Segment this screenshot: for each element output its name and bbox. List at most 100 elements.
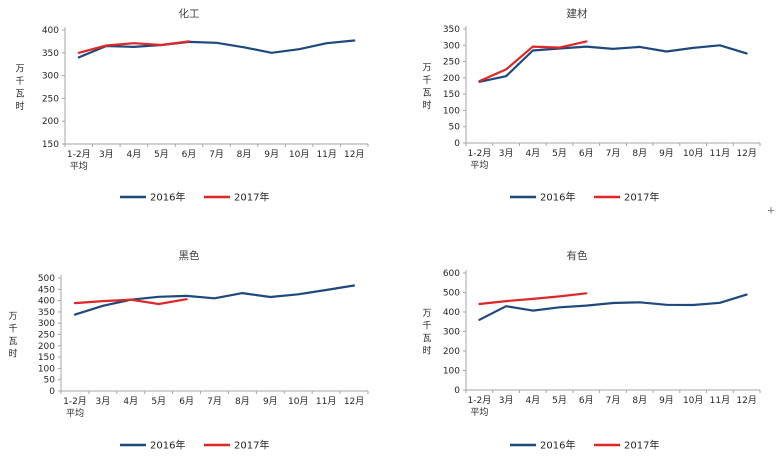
chart-title: 化工 [179,7,200,20]
x-tick-label: 11月 [316,396,336,407]
y-tick-label: 300 [38,319,55,329]
y-tick-label: 200 [38,342,55,352]
y-tick-label: 100 [38,364,55,374]
y-tick-label: 0 [454,139,460,149]
x-tick-label: 3月 [95,396,110,407]
chart-building-materials[interactable]: 建材 350 300 250 200 150 100 50 0 1-2月 平均 3月 4月 5月 6月 7月 8… [390,0,777,215]
x-tick-label: 5月 [154,149,169,160]
y-axis-title: 瓦 [422,333,431,344]
series-line-2017 [73,298,188,306]
y-tick-label: 200 [443,347,460,357]
legend-label: 2017年 [234,191,269,204]
y-tick-label: 100 [443,367,460,377]
x-tick-label: 3月 [499,148,514,159]
y-tick-label: 500 [38,274,55,284]
y-axis-title: 万 [422,63,431,73]
y-axis-title: 万 [422,309,431,319]
y-tick-label: 0 [454,386,460,396]
x-tick-label: 平均 [70,160,88,172]
x-tick-label: 平均 [470,159,488,171]
legend-item: 2016年 [120,191,185,204]
y-axis-title: 万 [15,64,24,74]
y-tick-label: 250 [38,331,55,341]
legend-item: 2017年 [204,439,269,452]
chart-chemical[interactable]: 化工 400 350 300 250 200 150 1-2月 平均 3月 4月 5月 6月 7月 8月 9月… [0,0,390,215]
x-tick-label: 6月 [579,395,594,406]
x-tick-label: 6月 [182,149,197,160]
x-tick-label: 8月 [235,396,250,407]
y-tick-label: 250 [443,58,460,68]
x-tick-label: 12月 [344,149,364,160]
chart-nonferrous[interactable]: 有色 600 500 400 300 200 100 0 1-2月 平均 3月 4月 5月 6月 7月 8月 9… [390,230,777,462]
x-tick-label: 8月 [632,395,647,406]
x-tick-label: 4月 [126,149,141,160]
legend-label: 2016年 [540,439,575,452]
series-line-2017 [77,40,191,54]
y-axis-title: 瓦 [8,336,17,347]
y-axis-title: 万 [8,312,17,322]
x-tick-label: 9月 [659,395,674,406]
y-axis-title: 千 [422,320,431,331]
x-tick-label: 11月 [710,395,730,406]
y-tick-label: 300 [42,72,59,82]
chart-svg: 黑色5004504003503002502001501005001-2月平均3月… [8,249,369,452]
x-tick-label: 平均 [470,406,488,418]
y-axis-title: 瓦 [422,87,431,98]
x-tick-label: 1-2月 [67,149,91,160]
legend-label: 2017年 [624,191,659,204]
series-line-2016 [77,39,356,59]
y-axis-title: 千 [422,75,431,86]
x-tick-label: 3月 [99,149,114,160]
x-tick-label: 7月 [606,148,621,159]
y-tick-label: 200 [42,117,59,127]
x-tick-label: 5月 [552,148,567,159]
x-tick-label: 1-2月 [468,148,492,159]
y-tick-label: 0 [49,387,55,397]
y-tick-label: 300 [443,41,460,51]
series-line-2017 [478,292,588,306]
x-tick-label: 12月 [736,148,756,159]
y-axis-title: 时 [15,100,24,112]
series-line-2016 [478,44,748,83]
y-axis-title: 时 [8,347,17,359]
legend-item: 2016年 [510,191,575,204]
x-tick-label: 12月 [736,395,756,406]
x-tick-label: 1-2月 [63,396,87,407]
legend-label: 2016年 [540,191,575,204]
x-tick-label: 9月 [263,396,278,407]
x-tick-label: 10月 [289,149,309,160]
y-tick-label: 50 [449,123,461,133]
x-tick-label: 10月 [683,148,703,159]
y-tick-label: 250 [42,94,59,104]
legend-item: 2016年 [510,439,575,452]
x-tick-label: 7月 [209,149,224,160]
x-tick-label: 3月 [499,395,514,406]
excel-cell-cursor: + [767,203,775,217]
y-tick-label: 450 [38,285,55,295]
y-axis-title: 时 [422,344,431,356]
x-tick-label: 4月 [525,148,540,159]
y-tick-label: 500 [443,289,460,299]
legend-item: 2017年 [594,439,659,452]
y-axis-title: 时 [422,99,431,111]
x-tick-label: 1-2月 [468,395,492,406]
legend-label: 2017年 [234,439,269,452]
x-tick-label: 5月 [151,396,166,407]
x-tick-label: 11月 [316,149,336,160]
y-axis-title: 瓦 [15,88,24,99]
x-tick-label: 8月 [632,148,647,159]
series-line-2016 [478,293,748,321]
y-tick-label: 400 [443,308,460,318]
legend-label: 2016年 [150,191,185,204]
legend-item: 2017年 [594,191,659,204]
x-tick-label: 6月 [179,396,194,407]
y-tick-label: 350 [42,49,59,59]
y-tick-label: 350 [38,308,55,318]
y-tick-label: 150 [443,90,460,100]
chart-ferrous[interactable]: 黑色 500 450 400 350 300 250 200 150 100 50 0 1-2月 平均 3月… [0,230,390,462]
y-tick-label: 150 [38,353,55,363]
y-tick-label: 350 [443,25,460,35]
